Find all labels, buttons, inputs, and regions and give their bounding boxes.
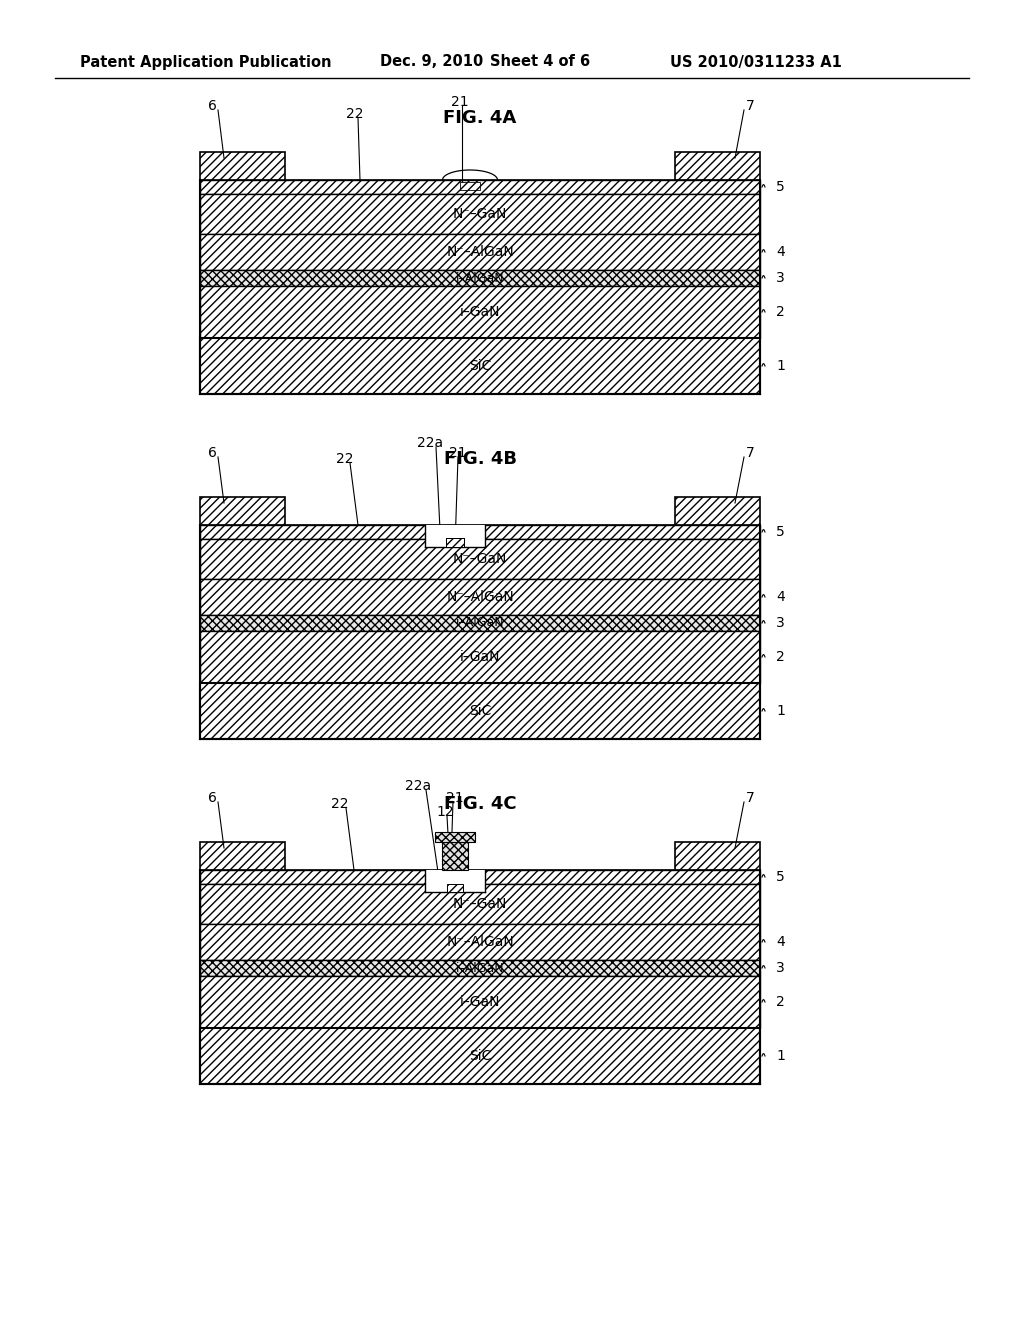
- Text: N⁻–AlGaN: N⁻–AlGaN: [446, 935, 514, 949]
- Text: 22a: 22a: [404, 779, 431, 793]
- Text: 22: 22: [336, 451, 353, 466]
- Bar: [200, 842, 285, 870]
- Text: N⁻–GaN: N⁻–GaN: [453, 552, 507, 566]
- Bar: [200, 579, 760, 615]
- Text: N⁻–GaN: N⁻–GaN: [453, 207, 507, 220]
- Text: 6: 6: [208, 446, 216, 459]
- Text: SiC: SiC: [469, 359, 492, 374]
- Bar: [200, 682, 760, 739]
- Text: 4: 4: [776, 590, 784, 605]
- Text: 7: 7: [745, 446, 755, 459]
- Text: i–GaN: i–GaN: [460, 649, 501, 664]
- Text: US 2010/0311233 A1: US 2010/0311233 A1: [670, 54, 842, 70]
- Bar: [200, 271, 760, 286]
- Text: i–AlGaN: i–AlGaN: [456, 272, 504, 285]
- Bar: [200, 1028, 760, 1084]
- Bar: [446, 539, 464, 546]
- Bar: [200, 539, 760, 579]
- Bar: [446, 539, 464, 546]
- Text: 1: 1: [776, 704, 784, 718]
- Text: 12: 12: [436, 805, 454, 818]
- Text: 1: 1: [776, 1049, 784, 1063]
- Text: FIG. 4A: FIG. 4A: [443, 110, 517, 127]
- Bar: [447, 884, 463, 892]
- Text: i–GaN: i–GaN: [460, 305, 501, 319]
- Bar: [460, 182, 480, 190]
- Bar: [200, 286, 760, 338]
- Text: 5: 5: [776, 870, 784, 884]
- Text: Dec. 9, 2010: Dec. 9, 2010: [380, 54, 483, 70]
- Text: 3: 3: [776, 271, 784, 285]
- Text: 21: 21: [452, 95, 469, 110]
- Bar: [425, 870, 485, 892]
- Bar: [442, 842, 468, 870]
- Text: 6: 6: [208, 99, 216, 114]
- Bar: [200, 194, 760, 234]
- Bar: [200, 960, 760, 975]
- Bar: [425, 525, 485, 546]
- Text: 4: 4: [776, 246, 784, 259]
- Bar: [675, 498, 760, 525]
- Bar: [675, 152, 760, 180]
- Text: 22: 22: [346, 107, 364, 121]
- Bar: [200, 152, 285, 180]
- Bar: [200, 525, 760, 539]
- Text: 5: 5: [776, 180, 784, 194]
- Text: SiC: SiC: [469, 704, 492, 718]
- Bar: [200, 234, 760, 271]
- Bar: [435, 832, 475, 842]
- Text: N⁻–AlGaN: N⁻–AlGaN: [446, 246, 514, 259]
- Text: 7: 7: [745, 791, 755, 805]
- Bar: [200, 180, 760, 194]
- Bar: [200, 631, 760, 682]
- Text: 4: 4: [776, 935, 784, 949]
- Bar: [200, 975, 760, 1028]
- Text: i–AlGaN: i–AlGaN: [456, 616, 504, 630]
- Text: 2: 2: [776, 995, 784, 1008]
- Text: 7: 7: [745, 99, 755, 114]
- Text: 22a: 22a: [417, 436, 443, 450]
- Text: 22: 22: [331, 797, 349, 810]
- Text: Patent Application Publication: Patent Application Publication: [80, 54, 332, 70]
- Bar: [675, 842, 760, 870]
- Text: 21: 21: [446, 791, 464, 805]
- Bar: [200, 615, 760, 631]
- Text: i–GaN: i–GaN: [460, 995, 501, 1008]
- Bar: [200, 924, 760, 960]
- Text: N⁻–AlGaN: N⁻–AlGaN: [446, 590, 514, 605]
- Text: 3: 3: [776, 616, 784, 630]
- Bar: [200, 884, 760, 924]
- Text: 6: 6: [208, 791, 216, 805]
- Text: FIG. 4B: FIG. 4B: [443, 450, 516, 469]
- Bar: [200, 498, 285, 525]
- Bar: [200, 338, 760, 393]
- Text: 21: 21: [450, 446, 467, 459]
- Text: 3: 3: [776, 961, 784, 975]
- Text: 2: 2: [776, 649, 784, 664]
- Text: SiC: SiC: [469, 1049, 492, 1063]
- Text: 2: 2: [776, 305, 784, 319]
- Text: Sheet 4 of 6: Sheet 4 of 6: [490, 54, 590, 70]
- Text: i–AlGaN: i–AlGaN: [456, 961, 504, 974]
- Bar: [200, 870, 760, 884]
- Text: 1: 1: [776, 359, 784, 374]
- Text: 5: 5: [776, 525, 784, 539]
- Text: FIG. 4C: FIG. 4C: [443, 795, 516, 813]
- Text: N⁻–GaN: N⁻–GaN: [453, 898, 507, 911]
